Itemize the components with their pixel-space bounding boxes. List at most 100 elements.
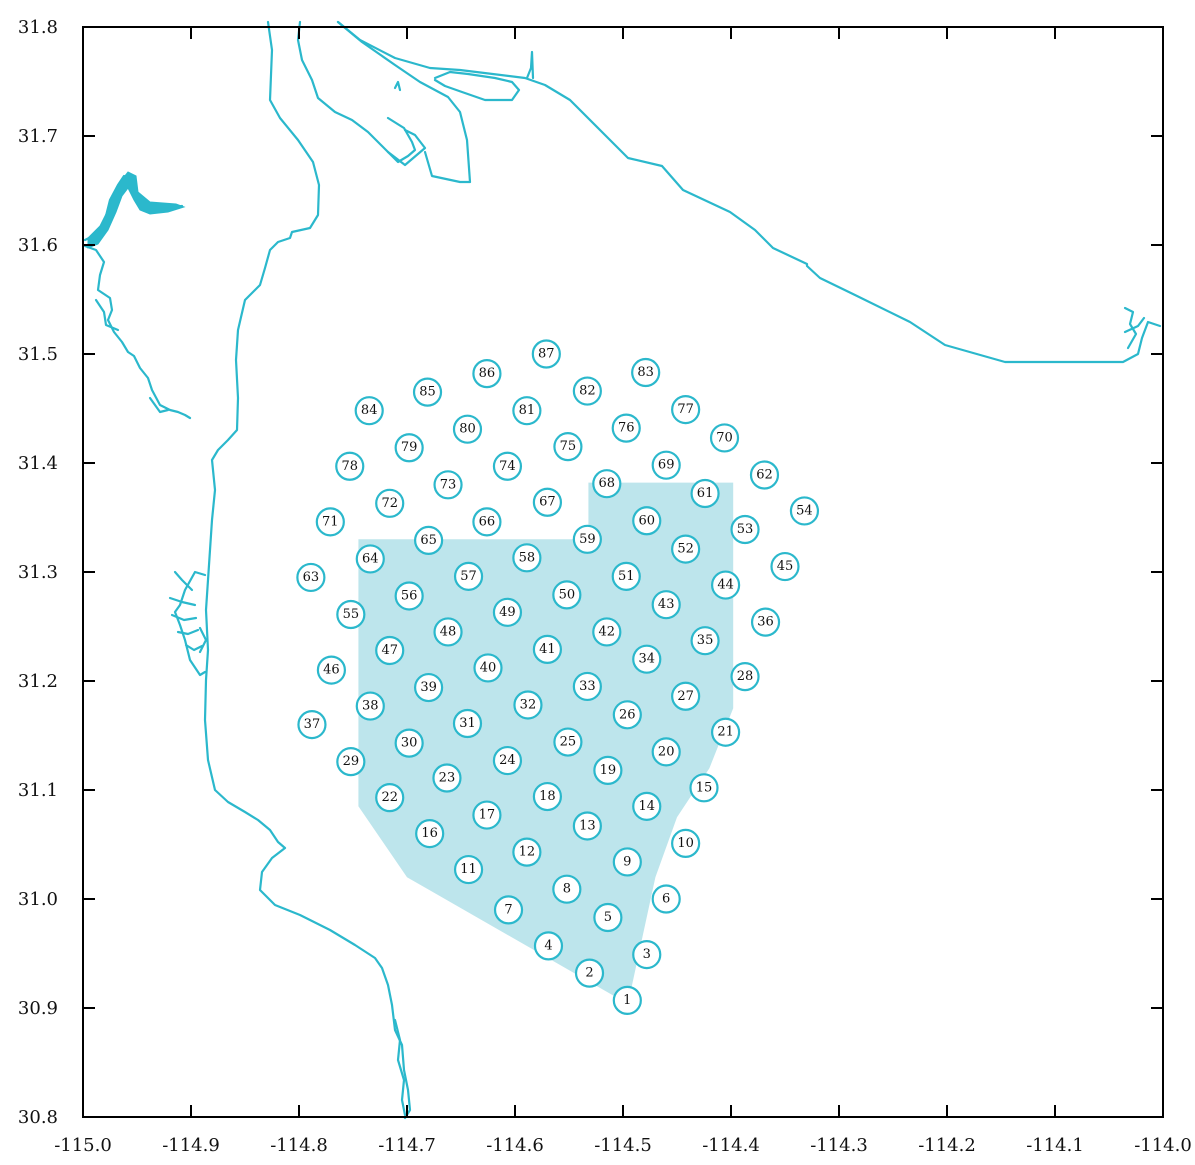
station-marker: 2 <box>574 958 605 988</box>
station-label: 77 <box>677 402 694 417</box>
station-circle <box>532 634 563 664</box>
station-label: 44 <box>717 578 734 593</box>
station-circle <box>432 763 462 793</box>
station-circle <box>651 737 681 767</box>
station-circle <box>412 377 443 407</box>
station-label: 56 <box>401 588 418 603</box>
station-circle <box>473 653 503 683</box>
coastline <box>83 20 1162 1120</box>
station-circle <box>531 339 561 369</box>
station-label: 55 <box>343 607 360 622</box>
station-label: 67 <box>539 495 556 510</box>
station-circle <box>631 357 661 388</box>
station-label: 8 <box>563 882 571 897</box>
shaded-survey-area <box>358 482 734 1000</box>
station-marker: 1 <box>612 985 642 1015</box>
station-label: 17 <box>479 808 496 823</box>
station-circle <box>651 884 681 914</box>
station-marker: 29 <box>336 747 366 777</box>
station-circle <box>532 781 563 812</box>
station-marker: 74 <box>492 451 523 481</box>
station-label: 24 <box>499 753 516 768</box>
y-tick-label: 31.1 <box>18 780 58 801</box>
station-label: 28 <box>737 669 754 684</box>
station-circle <box>316 655 346 685</box>
station-marker: 70 <box>709 423 740 453</box>
station-marker: 55 <box>336 599 366 630</box>
station-circle <box>612 847 642 877</box>
station-label: 70 <box>716 430 733 445</box>
station-label: 14 <box>638 799 655 814</box>
station-label: 12 <box>519 845 536 860</box>
station-label: 80 <box>459 422 476 437</box>
station-marker: 51 <box>611 561 641 591</box>
station-marker: 67 <box>532 487 563 517</box>
y-tick-label: 31.3 <box>18 562 58 583</box>
station-label: 54 <box>796 503 813 518</box>
station-marker: 59 <box>572 524 602 554</box>
station-marker: 72 <box>375 488 405 518</box>
station-circle <box>690 626 720 656</box>
y-tick-label: 31.4 <box>18 453 58 474</box>
station-marker: 4 <box>533 931 564 961</box>
station-marker: 78 <box>335 451 365 481</box>
station-marker: 57 <box>453 561 484 591</box>
station-marker: 5 <box>593 902 623 933</box>
station-circle <box>472 507 502 537</box>
station-circle <box>671 828 701 859</box>
station-label: 52 <box>677 542 694 557</box>
station-label: 32 <box>520 697 537 712</box>
station-marker: 48 <box>433 617 463 647</box>
station-label: 6 <box>662 892 670 907</box>
station-circle <box>651 590 681 620</box>
station-marker: 39 <box>414 672 444 703</box>
y-tick-label: 31.8 <box>18 17 58 38</box>
station-label: 19 <box>600 763 617 778</box>
y-tick-label: 31.6 <box>18 235 58 256</box>
station-circle <box>749 460 780 490</box>
station-circle <box>730 662 760 692</box>
station-marker: 22 <box>375 783 405 813</box>
station-marker: 60 <box>632 506 662 536</box>
station-circle <box>552 580 582 610</box>
station-label: 82 <box>579 384 596 399</box>
station-circle <box>572 811 602 841</box>
station-marker: 6 <box>651 884 681 914</box>
station-marker: 16 <box>415 818 445 849</box>
station-label: 35 <box>697 633 714 648</box>
station-circle <box>612 985 642 1015</box>
station-label: 87 <box>538 347 555 362</box>
x-tick-label: -115.0 <box>54 1135 112 1156</box>
station-circle <box>453 854 484 885</box>
station-marker: 40 <box>473 653 503 683</box>
station-label: 15 <box>696 780 713 795</box>
station-marker: 83 <box>631 357 661 388</box>
station-marker: 20 <box>651 737 681 767</box>
station-marker: 31 <box>452 708 483 739</box>
station-marker: 30 <box>394 728 424 758</box>
station-circle <box>336 599 366 630</box>
station-label: 38 <box>362 699 379 714</box>
station-marker: 7 <box>493 895 524 925</box>
station-marker: 33 <box>572 671 602 702</box>
station-circle <box>472 800 502 830</box>
station-circle <box>690 478 720 509</box>
station-marker: 34 <box>632 644 662 674</box>
x-tick-label: -114.0 <box>1134 1135 1192 1156</box>
y-tick-label: 31.7 <box>18 126 58 147</box>
station-label: 50 <box>559 587 576 602</box>
station-marker: 65 <box>414 525 444 555</box>
station-label: 58 <box>519 550 536 565</box>
station-circle <box>593 755 623 785</box>
station-label: 48 <box>440 624 457 639</box>
station-label: 45 <box>777 559 794 574</box>
station-circle <box>492 451 523 481</box>
station-label: 63 <box>303 570 320 585</box>
station-label: 74 <box>499 459 516 474</box>
station-marker: 56 <box>394 581 424 611</box>
station-marker: 13 <box>572 811 602 841</box>
station-marker: 47 <box>375 635 405 666</box>
station-circle <box>689 773 719 803</box>
station-circle <box>533 931 564 961</box>
